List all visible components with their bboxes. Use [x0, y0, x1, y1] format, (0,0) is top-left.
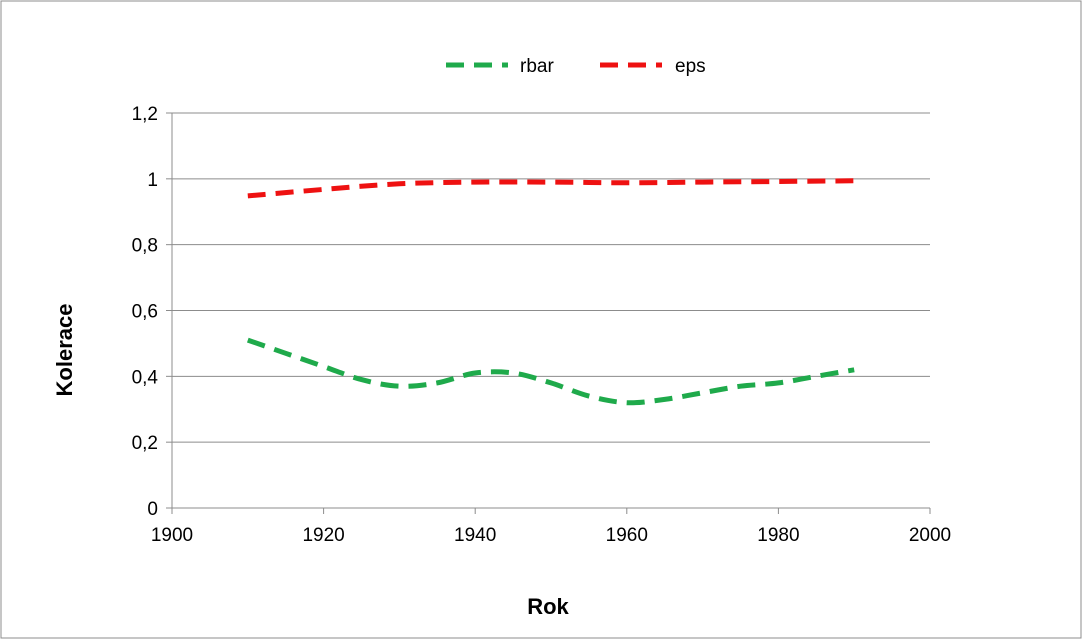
y-axis-title: Kolerace — [52, 304, 77, 397]
series-lines — [246, 178, 855, 406]
y-tick-label: 1 — [147, 170, 158, 191]
legend-item-rbar: rbar — [446, 56, 554, 77]
tick-labels: 0 0,2 0,4 0,6 0,8 1 1,2 1900 1920 1940 1960 1980 200… — [132, 104, 952, 546]
x-tick-label: 1940 — [454, 525, 496, 546]
x-tick-label: 2000 — [909, 525, 951, 546]
series-rbar — [246, 337, 855, 406]
y-tick-label: 0,4 — [132, 367, 159, 388]
y-tick-label: 0,6 — [132, 302, 158, 323]
series-line-eps — [247, 178, 855, 199]
series-eps — [247, 178, 855, 199]
legend-item-eps: eps — [600, 56, 706, 77]
legend-label-rbar: rbar — [520, 56, 554, 77]
series-line-rbar — [246, 337, 855, 406]
x-tick-label: 1920 — [302, 525, 344, 546]
y-tick-label: 1,2 — [132, 104, 158, 125]
x-tick-label: 1900 — [151, 525, 193, 546]
x-tick-label: 1960 — [606, 525, 648, 546]
y-tick-label: 0 — [147, 499, 158, 520]
y-tick-label: 0,8 — [132, 236, 158, 257]
legend: rbar eps — [446, 56, 706, 77]
legend-label-eps: eps — [675, 56, 706, 77]
x-tick-label: 1980 — [757, 525, 799, 546]
x-axis-title: Rok — [527, 594, 569, 619]
y-tick-label: 0,2 — [132, 433, 158, 454]
axes — [166, 112, 931, 514]
